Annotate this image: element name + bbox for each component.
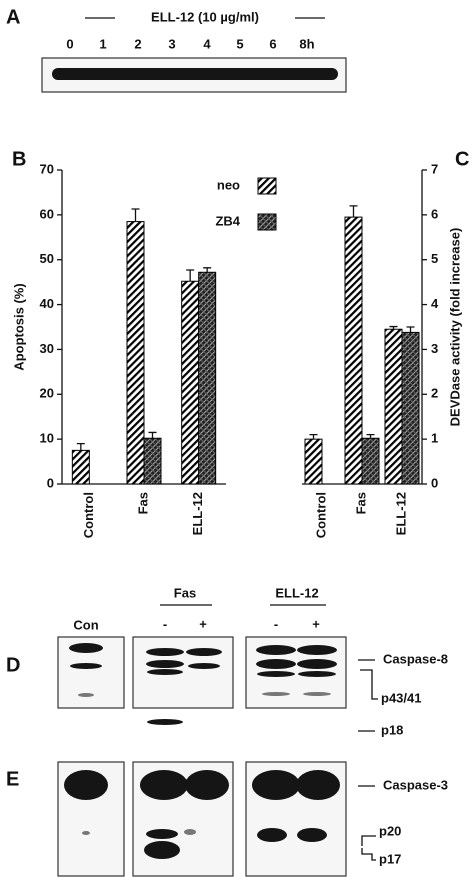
- marker-bracket: [361, 835, 376, 846]
- y-tick-label: 4: [431, 296, 439, 311]
- y-tick-label: 0: [431, 475, 438, 490]
- marker-bracket: [360, 669, 378, 700]
- timepoint-label: 1: [99, 36, 106, 51]
- y-tick-label: 1: [431, 431, 438, 446]
- y-tick-label: 3: [431, 341, 438, 356]
- legend-swatch: [257, 177, 277, 195]
- treatment: ELL-12 (10 µg/ml): [151, 9, 259, 24]
- y-tick-label: 40: [40, 296, 54, 311]
- bar: [384, 328, 403, 485]
- marker-label: p18: [381, 722, 403, 737]
- marker-label: Caspase-3: [383, 777, 448, 792]
- marker-bracket: [361, 848, 376, 861]
- y-tick-label: 20: [40, 386, 54, 401]
- panel-label: B: [12, 148, 26, 170]
- bar: [344, 216, 363, 485]
- error-bar: [186, 269, 195, 282]
- bar: [361, 437, 380, 485]
- bar: [198, 271, 217, 485]
- group-label: ELL-12: [275, 585, 318, 600]
- bar: [304, 438, 323, 485]
- y-axis-label: Apoptosis (%): [11, 283, 26, 370]
- blot-d: [57, 636, 347, 725]
- y-tick-label: 50: [40, 251, 54, 266]
- timepoint-label: 2: [134, 36, 141, 51]
- marker-label: p20: [379, 823, 401, 838]
- error-bar: [131, 208, 140, 222]
- bar: [401, 331, 420, 485]
- timepoint-label: 4: [203, 36, 211, 51]
- x-tick-label: ELL-12: [393, 492, 408, 535]
- y-tick-label: 30: [40, 341, 54, 356]
- y-tick-label: 60: [40, 206, 54, 221]
- marker-label: p17: [379, 851, 401, 866]
- lane-label: +: [312, 616, 320, 631]
- x-tick-label: Fas: [135, 492, 150, 514]
- lane-label: -: [163, 616, 167, 631]
- legend-swatch: [257, 213, 277, 231]
- blot-band: [52, 68, 338, 80]
- error-bar: [148, 431, 157, 439]
- error-bar: [76, 442, 85, 451]
- lane-label: +: [199, 616, 207, 631]
- legend-label: neo: [217, 177, 240, 192]
- x-tick-label: Control: [81, 492, 96, 538]
- error-bar: [406, 326, 415, 333]
- y-tick-label: 2: [431, 386, 438, 401]
- panel-label: C: [455, 148, 469, 170]
- error-bar: [349, 205, 358, 218]
- y-tick-label: 7: [431, 161, 438, 176]
- error-bar: [389, 325, 398, 330]
- x-tick-label: ELL-12: [190, 492, 205, 535]
- blot-e: [57, 761, 347, 877]
- y-tick-label: 0: [47, 475, 54, 490]
- lane-label: Con: [73, 617, 98, 632]
- timepoint-label: 8h: [299, 36, 314, 51]
- error-bar: [203, 267, 212, 273]
- x-tick-label: Fas: [353, 492, 368, 514]
- bar: [181, 280, 200, 485]
- y-tick-label: 10: [40, 431, 54, 446]
- legend-label: ZB4: [215, 213, 240, 228]
- timepoint-label: 3: [168, 36, 175, 51]
- error-bar: [309, 434, 318, 440]
- x-tick-label: Control: [313, 492, 328, 538]
- panel-label: A: [6, 6, 20, 28]
- group-label: Fas: [174, 585, 196, 600]
- marker-label: Caspase-8: [383, 651, 448, 666]
- y-tick-label: 5: [431, 251, 438, 266]
- error-bar: [366, 434, 375, 439]
- bar: [71, 449, 90, 485]
- marker-label: p43/41: [381, 690, 421, 705]
- lane-label: -: [274, 616, 278, 631]
- timepoint-label: 0: [66, 36, 73, 51]
- timepoint-label: 5: [236, 36, 243, 51]
- panel-label: E: [6, 768, 19, 790]
- bar: [126, 221, 145, 485]
- y-tick-label: 6: [431, 206, 438, 221]
- panel-label: D: [6, 654, 20, 676]
- y-tick-label: 70: [40, 161, 54, 176]
- y-axis-label: DEVDase activity (fold increase): [447, 228, 462, 427]
- timepoint-label: 6: [269, 36, 276, 51]
- bar: [143, 437, 162, 485]
